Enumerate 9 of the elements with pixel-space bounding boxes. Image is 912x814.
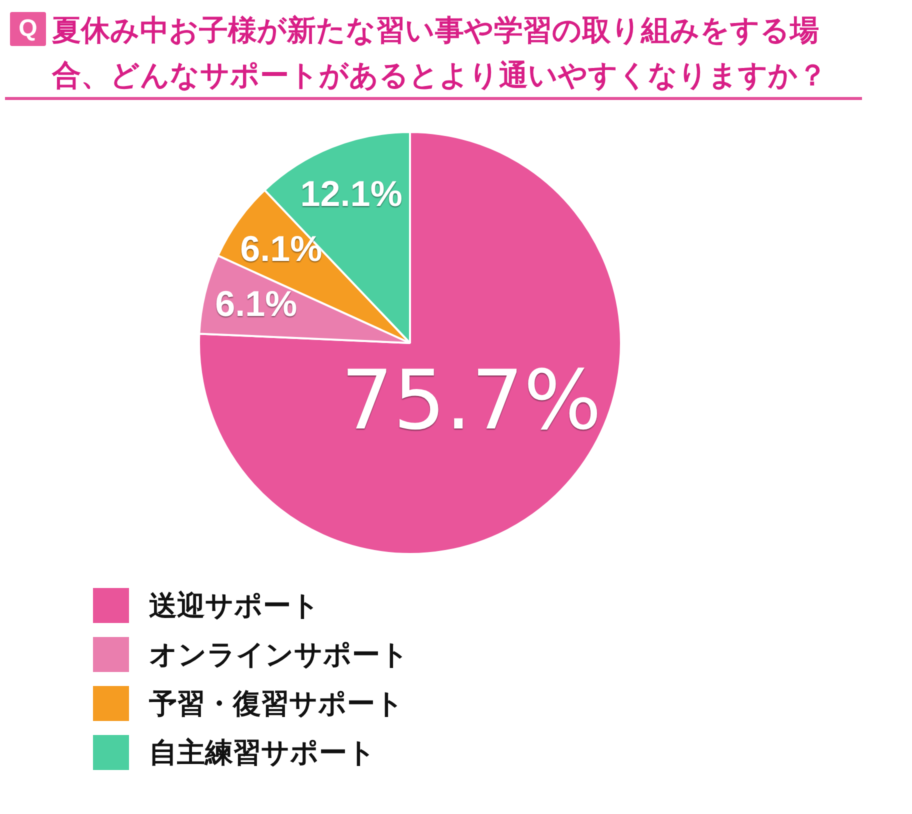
legend-label: 自主練習サポート <box>149 734 376 770</box>
legend-label: 送迎サポート <box>149 588 320 624</box>
chart-title: 夏休み中お子様が新たな習い事や学習の取り組みをする場合、どんなサポートがあるとより通いやすくなりますか？ <box>52 12 828 94</box>
data-label: 6.1% <box>215 282 298 324</box>
data-label: 12.1% <box>300 172 402 214</box>
legend-label: オンラインサポート <box>149 636 409 672</box>
legend-label: 予習・復習サポート <box>149 686 404 722</box>
data-label: 6.1% <box>240 228 322 270</box>
data-label: 75.7% <box>341 353 602 448</box>
